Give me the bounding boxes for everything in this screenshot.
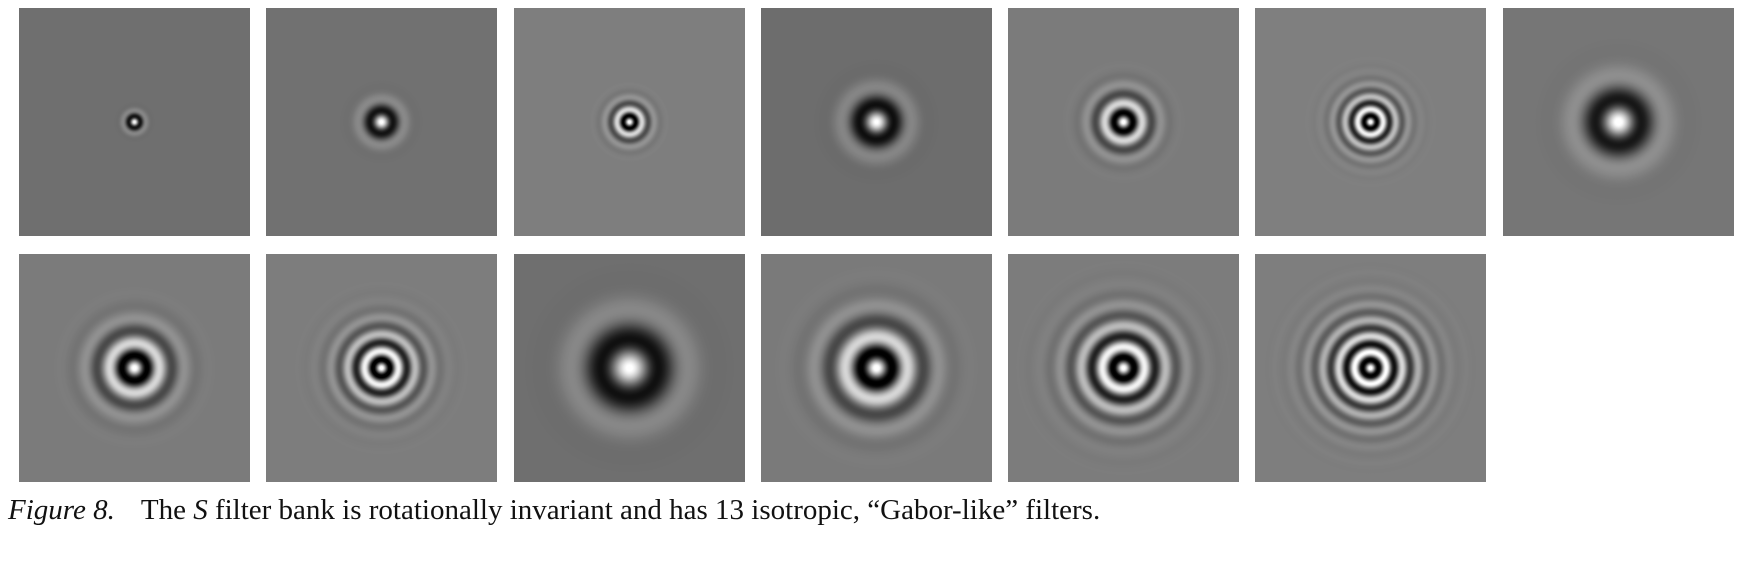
filter-response — [269, 10, 494, 234]
filter-tile — [19, 8, 250, 236]
filter-tile — [761, 8, 992, 236]
filter-response — [1258, 10, 1483, 234]
figure-label: Figure 8. — [8, 494, 115, 526]
filter-tile — [761, 254, 992, 482]
filter-image — [1255, 8, 1486, 236]
filter-response — [22, 10, 247, 234]
filter-response — [764, 10, 989, 234]
filter-tile — [266, 8, 497, 236]
filter-image — [1008, 8, 1239, 236]
filter-response — [1011, 10, 1236, 234]
caption-text-end: filter bank is rotationally invariant an… — [207, 494, 1101, 526]
filter-tile — [266, 254, 497, 482]
filter-response — [517, 256, 742, 480]
filter-image — [1008, 254, 1239, 482]
filter-image — [266, 254, 497, 482]
filter-image — [19, 8, 250, 236]
filter-tile — [1008, 254, 1239, 482]
filter-tile — [1255, 254, 1486, 482]
filter-image — [266, 8, 497, 236]
filter-tile — [1255, 8, 1486, 236]
filter-response — [1011, 256, 1236, 480]
filter-image — [761, 254, 992, 482]
filter-tile — [1503, 8, 1734, 236]
filter-tile — [514, 254, 745, 482]
filter-response — [1258, 256, 1483, 480]
filter-tile — [19, 254, 250, 482]
filter-tile — [1008, 8, 1239, 236]
filter-image — [1503, 8, 1734, 236]
filter-response — [517, 10, 742, 234]
filter-image — [19, 254, 250, 482]
filter-image — [514, 254, 745, 482]
filter-image — [514, 8, 745, 236]
filter-response — [764, 256, 989, 480]
caption-text-start: The — [140, 494, 194, 526]
filter-tile — [514, 8, 745, 236]
filter-image — [761, 8, 992, 236]
filter-response — [22, 256, 247, 480]
filter-grid — [19, 8, 1734, 482]
caption-symbol: S — [193, 494, 208, 526]
filter-image — [1255, 254, 1486, 482]
filter-response — [269, 256, 494, 480]
figure-caption: Figure 8. The S filter bank is rotational… — [8, 492, 1748, 528]
filter-response — [1506, 10, 1731, 234]
